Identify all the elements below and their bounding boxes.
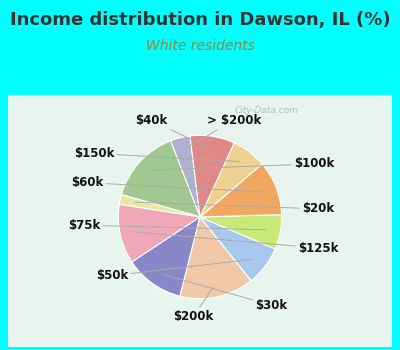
- Text: $200k: $200k: [173, 287, 214, 323]
- Text: $30k: $30k: [162, 274, 288, 312]
- Text: White residents: White residents: [146, 38, 254, 52]
- Wedge shape: [200, 215, 282, 249]
- Text: $50k: $50k: [96, 259, 252, 282]
- Wedge shape: [190, 135, 234, 217]
- Text: > $200k: > $200k: [186, 114, 261, 148]
- Text: City-Data.com: City-Data.com: [235, 106, 299, 116]
- Text: $100k: $100k: [152, 158, 334, 170]
- Text: $60k: $60k: [71, 176, 262, 192]
- Text: $150k: $150k: [74, 147, 239, 161]
- Wedge shape: [119, 195, 200, 217]
- Wedge shape: [180, 217, 251, 299]
- Wedge shape: [200, 217, 275, 281]
- Wedge shape: [200, 143, 262, 217]
- Text: $125k: $125k: [135, 232, 338, 254]
- Wedge shape: [122, 141, 200, 217]
- FancyBboxPatch shape: [0, 90, 400, 350]
- Wedge shape: [132, 217, 200, 296]
- Wedge shape: [200, 164, 282, 217]
- Wedge shape: [118, 204, 200, 262]
- Text: $40k: $40k: [135, 114, 208, 147]
- Text: $20k: $20k: [135, 202, 334, 215]
- Wedge shape: [170, 136, 200, 217]
- Text: Income distribution in Dawson, IL (%): Income distribution in Dawson, IL (%): [10, 10, 390, 28]
- Text: $75k: $75k: [68, 219, 266, 232]
